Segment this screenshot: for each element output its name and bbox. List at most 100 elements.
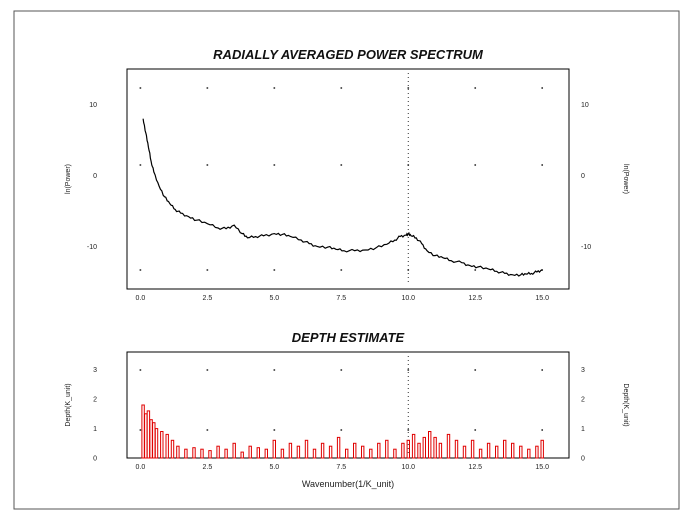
- power-spectrum-x-ticks: 0.0 2.5 5.0 7.5 10.0 12.5 15.0: [136, 295, 550, 302]
- y-tick-label-right: 0: [581, 173, 585, 180]
- grid-dot: [541, 429, 544, 431]
- depth-bar: [216, 445, 220, 459]
- x-axis-label: Wavenumber(1/K_unit): [302, 479, 394, 489]
- grid-dot: [273, 429, 276, 431]
- y-tick-label-left: 3: [93, 367, 97, 374]
- grid-dot: [206, 87, 209, 89]
- depth-bar: [433, 436, 437, 459]
- grid-dot: [139, 269, 142, 271]
- depth-bar: [422, 436, 427, 459]
- depth-bar: [165, 433, 169, 459]
- x-tick-label: 7.5: [336, 464, 346, 471]
- grid-dot: [139, 87, 142, 89]
- grid-dot: [474, 369, 477, 371]
- y-tick-label-right: 2: [581, 397, 585, 404]
- y-tick-label-left: 10: [89, 102, 97, 109]
- depth-bar: [411, 433, 416, 459]
- depth-bar: [328, 445, 333, 459]
- power-spectrum-title: RADIALLY AVERAGED POWER SPECTRUM: [213, 47, 484, 62]
- depth-bar: [535, 445, 539, 459]
- x-tick-label: 2.5: [202, 464, 212, 471]
- depth-estimate-grid: [139, 356, 544, 454]
- x-tick-label: 7.5: [336, 295, 346, 302]
- depth-bar: [446, 433, 451, 459]
- grid-dot: [206, 429, 209, 431]
- depth-bar: [478, 448, 483, 459]
- y-tick-label-left: 2: [93, 397, 97, 404]
- depth-bar: [336, 436, 341, 459]
- depth-bar: [170, 439, 175, 459]
- grid-dot: [474, 164, 477, 166]
- depth-bar: [540, 439, 544, 459]
- depth-bar: [312, 448, 317, 459]
- depth-bar: [304, 439, 309, 459]
- grid-dot: [340, 87, 343, 89]
- depth-bar: [240, 451, 244, 459]
- grid-dot: [340, 369, 343, 371]
- depth-estimate-y-label-left: Depth(K_unit): [65, 383, 72, 426]
- depth-bar: [176, 445, 180, 459]
- depth-estimate-x-ticks: 0.0 2.5 5.0 7.5 10.0 12.5 15.0: [136, 464, 550, 471]
- x-tick-label: 5.0: [269, 464, 279, 471]
- depth-estimate-bars: [141, 404, 544, 459]
- depth-bar: [288, 442, 293, 459]
- grid-dot: [474, 87, 477, 89]
- depth-bar: [511, 442, 515, 459]
- depth-bar: [369, 448, 373, 459]
- depth-bar: [361, 445, 365, 459]
- y-tick-label-right: 10: [581, 102, 589, 109]
- power-spectrum-line: [142, 118, 543, 277]
- depth-bar: [454, 439, 459, 459]
- x-tick-label: 12.5: [468, 295, 482, 302]
- y-tick-label-left: -10: [87, 244, 97, 251]
- depth-bar: [428, 431, 432, 459]
- grid-dot: [273, 164, 276, 166]
- x-tick-label: 15.0: [535, 464, 549, 471]
- x-tick-label: 10.0: [401, 464, 415, 471]
- depth-bar: [385, 439, 389, 459]
- grid-dot: [407, 87, 410, 89]
- power-spectrum-y-label-left: ln(Power): [65, 164, 72, 194]
- depth-bar: [248, 445, 252, 459]
- grid-dot: [340, 269, 343, 271]
- y-tick-label-left: 0: [93, 456, 97, 463]
- depth-bar: [406, 439, 411, 459]
- depth-bar: [192, 447, 196, 459]
- grid-dot: [139, 164, 142, 166]
- depth-bar: [486, 442, 491, 459]
- x-tick-label: 10.0: [401, 295, 415, 302]
- grid-dot: [541, 369, 544, 371]
- depth-bar: [154, 428, 159, 459]
- power-spectrum-plot-area: [126, 68, 570, 290]
- grid-dot: [273, 87, 276, 89]
- depth-bar: [470, 439, 475, 459]
- depth-bar: [353, 442, 357, 459]
- depth-bar: [272, 439, 277, 459]
- power-spectrum-grid: [139, 73, 544, 285]
- x-tick-label: 12.5: [468, 464, 482, 471]
- grid-dot: [206, 269, 209, 271]
- depth-bar: [264, 448, 269, 459]
- depth-bar: [280, 448, 285, 459]
- x-tick-label: 2.5: [202, 295, 212, 302]
- grid-dot: [340, 429, 343, 431]
- depth-bar: [519, 445, 523, 459]
- grid-dot: [407, 429, 410, 431]
- y-tick-label-right: 3: [581, 367, 585, 374]
- depth-bar: [401, 442, 405, 459]
- grid-dot: [474, 429, 477, 431]
- grid-dot: [139, 369, 142, 371]
- x-tick-label: 0.0: [136, 295, 146, 302]
- depth-bar: [417, 442, 421, 459]
- depth-bar: [224, 448, 228, 459]
- depth-bar: [495, 445, 499, 459]
- outer-frame: [13, 10, 680, 510]
- x-tick-label: 0.0: [136, 464, 146, 471]
- y-tick-label-right: 0: [581, 456, 585, 463]
- depth-estimate-title: DEPTH ESTIMATE: [292, 330, 405, 345]
- depth-bar: [160, 431, 164, 459]
- depth-bar: [438, 442, 443, 459]
- grid-dot: [139, 429, 142, 431]
